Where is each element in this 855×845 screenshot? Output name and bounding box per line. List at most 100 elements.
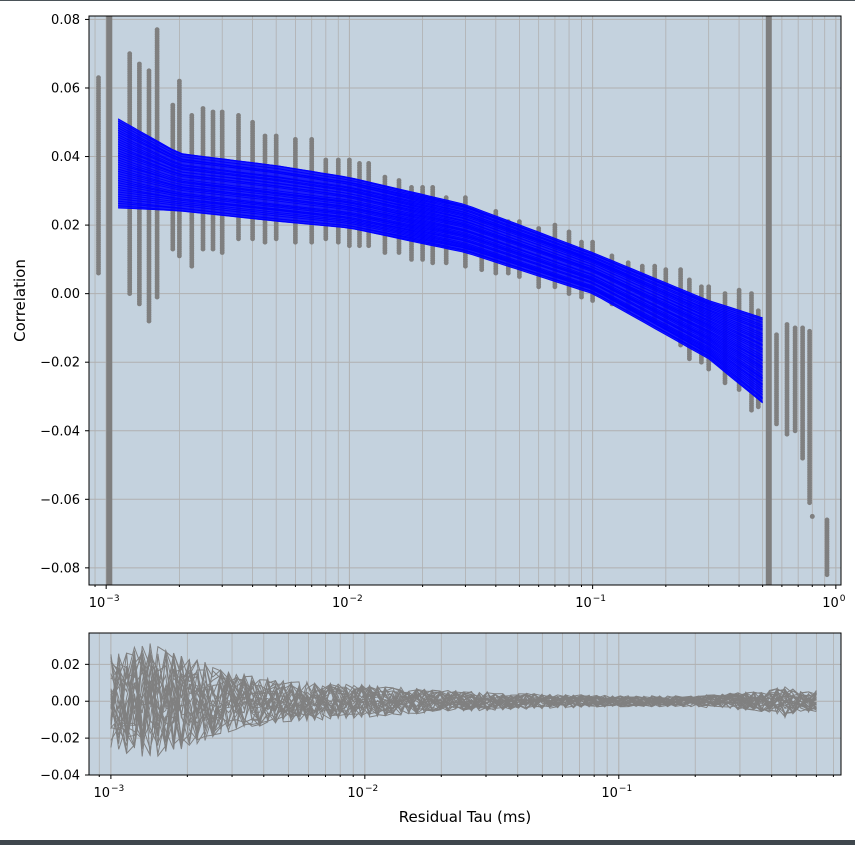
main-y-axis-label: Correlation bbox=[11, 259, 29, 342]
scatter-point bbox=[357, 243, 362, 249]
main-y-tick-label: 0.00 bbox=[51, 287, 80, 302]
scatter-column bbox=[807, 328, 812, 506]
scatter-point bbox=[262, 239, 268, 245]
window-top-border bbox=[0, 0, 855, 1]
scatter-point bbox=[177, 253, 182, 259]
x-tick-exponent: −3 bbox=[111, 784, 124, 794]
x-tick-base: 10 bbox=[93, 786, 110, 801]
x-tick-base: 10 bbox=[601, 786, 618, 801]
scatter-point bbox=[293, 239, 298, 245]
vertical-band bbox=[106, 16, 113, 585]
scatter-point bbox=[792, 428, 798, 434]
residual-line bbox=[110, 656, 817, 747]
scatter-point bbox=[566, 291, 572, 296]
scatter-point bbox=[463, 263, 468, 269]
main-y-tick-label: −0.04 bbox=[40, 424, 80, 439]
x-tick-exponent: −3 bbox=[106, 594, 119, 604]
residual-line bbox=[110, 655, 817, 746]
scatter-point bbox=[784, 431, 790, 437]
scatter-point bbox=[517, 274, 522, 279]
scatter-point bbox=[309, 239, 315, 245]
x-tick-base: 10 bbox=[575, 596, 592, 611]
residual-y-tick-label: −0.04 bbox=[40, 769, 80, 784]
fit-band bbox=[118, 118, 763, 404]
x-tick-exponent: −2 bbox=[350, 594, 363, 604]
residual-line bbox=[110, 652, 817, 739]
x-tick-base: 10 bbox=[822, 596, 839, 611]
residual-x-tick-label: 10−2 bbox=[347, 784, 378, 801]
scatter-column bbox=[824, 517, 830, 578]
scatter-point bbox=[96, 270, 101, 276]
scatter-point bbox=[347, 243, 352, 249]
scatter-point bbox=[590, 298, 595, 303]
residual-y-tick-label: 0.02 bbox=[51, 658, 80, 673]
scatter-column bbox=[792, 325, 798, 434]
main-y-tick-label: −0.02 bbox=[40, 356, 80, 371]
scatter-point bbox=[699, 359, 704, 365]
residual-line bbox=[110, 652, 817, 746]
scatter-point bbox=[250, 236, 256, 242]
fit-lines bbox=[117, 118, 763, 404]
scatter-point bbox=[420, 257, 425, 262]
scatter-point bbox=[536, 284, 542, 290]
scatter-point bbox=[200, 246, 206, 252]
scatter-point bbox=[189, 263, 195, 269]
scatter-column bbox=[809, 514, 815, 519]
scatter-point bbox=[493, 270, 499, 276]
main-x-tick-label: 100 bbox=[822, 594, 846, 611]
scatter-point bbox=[579, 294, 584, 300]
main-y-tick-label: 0.08 bbox=[51, 13, 80, 28]
residual-y-tick-label: −0.02 bbox=[40, 732, 80, 747]
scatter-point bbox=[335, 239, 341, 245]
main-x-tick-label: 10−3 bbox=[89, 594, 120, 611]
scatter-point bbox=[706, 366, 712, 372]
window-bottom-border bbox=[0, 840, 855, 845]
residual-lines bbox=[110, 643, 817, 758]
x-tick-base: 10 bbox=[347, 786, 364, 801]
x-tick-exponent: −1 bbox=[619, 784, 632, 794]
residual-line bbox=[110, 651, 817, 746]
scatter-column bbox=[800, 325, 805, 461]
x-tick-base: 10 bbox=[332, 596, 349, 611]
scatter-point bbox=[807, 500, 812, 506]
x-tick-exponent: −1 bbox=[593, 594, 606, 604]
scatter-column bbox=[96, 75, 101, 276]
scatter-point bbox=[366, 243, 372, 249]
scatter-point bbox=[219, 250, 225, 255]
scatter-point bbox=[809, 514, 815, 519]
residual-axes-frame bbox=[88, 632, 842, 776]
scatter-point bbox=[170, 246, 176, 252]
scatter-point bbox=[154, 294, 160, 300]
scatter-point bbox=[396, 250, 402, 255]
residual-line bbox=[110, 649, 817, 747]
residual-x-axis-label: Residual Tau (ms) bbox=[399, 808, 531, 826]
scatter-point bbox=[430, 260, 436, 266]
scatter-point bbox=[800, 455, 805, 461]
scatter-point bbox=[505, 270, 511, 276]
main-y-tick-label: 0.02 bbox=[51, 219, 80, 234]
scatter-column bbox=[706, 284, 712, 372]
vertical-band bbox=[765, 16, 772, 585]
scatter-column bbox=[784, 322, 790, 437]
scatter-column bbox=[774, 332, 779, 427]
main-y-tick-label: −0.08 bbox=[40, 561, 80, 576]
residual-data bbox=[110, 643, 817, 758]
residual-x-tick-label: 10−1 bbox=[601, 784, 632, 801]
scatter-point bbox=[409, 257, 414, 262]
scatter-point bbox=[774, 421, 779, 427]
main-y-tick-label: 0.06 bbox=[51, 81, 80, 96]
main-y-tick-label: 0.04 bbox=[51, 150, 80, 165]
main-panel: 10−3 10−2 10−1 100−0.08−0.06−0.04−0.020.000… bbox=[11, 13, 846, 611]
scatter-point bbox=[323, 236, 329, 242]
x-tick-exponent: −2 bbox=[365, 784, 378, 794]
scatter-point bbox=[552, 284, 558, 290]
x-tick-base: 10 bbox=[89, 596, 106, 611]
scatter-point bbox=[479, 267, 485, 273]
residual-line bbox=[110, 651, 817, 750]
scatter-point bbox=[236, 236, 241, 242]
scatter-point bbox=[687, 356, 692, 362]
scatter-point bbox=[146, 318, 152, 324]
scatter-point bbox=[824, 572, 830, 578]
